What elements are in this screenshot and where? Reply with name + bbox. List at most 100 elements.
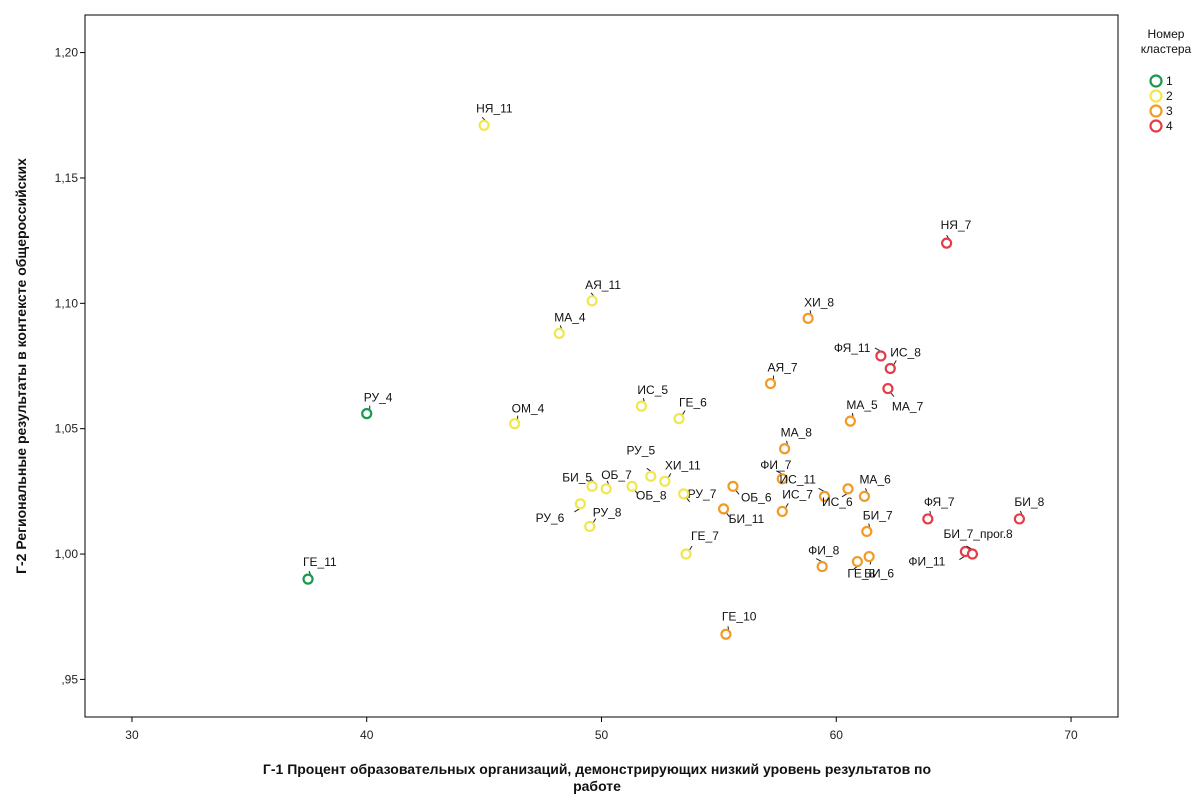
point-label: АЯ_7 <box>768 361 798 375</box>
point-label: ИС_5 <box>637 383 668 397</box>
point-label: БИ_6 <box>864 567 894 581</box>
point-label: ХИ_11 <box>665 458 701 472</box>
data-point <box>478 119 490 131</box>
legend-marker <box>1149 119 1163 133</box>
point-label: РУ_4 <box>364 391 393 405</box>
legend-marker <box>1149 74 1163 88</box>
point-label: БИ_7_прог.8 <box>943 527 1013 541</box>
legend-marker <box>1149 89 1163 103</box>
legend-label: 2 <box>1166 89 1173 103</box>
data-point <box>584 520 596 533</box>
data-point <box>875 350 887 362</box>
point-label: ФИ_11 <box>908 555 945 569</box>
data-point <box>553 327 565 340</box>
plot-frame <box>84 14 1119 718</box>
point-label: ОМ_4 <box>512 402 545 416</box>
data-point <box>851 555 864 568</box>
point-label: НЯ_11 <box>476 101 513 115</box>
x-tick-label: 60 <box>830 728 844 742</box>
y-axis-ticks: ,95 1,00 1,05 1,10 1,15 1,20 <box>55 46 85 686</box>
point-label: МА_5 <box>846 398 878 412</box>
point-label: РУ_8 <box>593 505 622 519</box>
point-label: ОБ_8 <box>636 488 667 502</box>
data-point <box>776 505 788 518</box>
data-point <box>764 377 777 390</box>
point-label: МА_8 <box>781 426 813 440</box>
point-label: РУ_7 <box>688 487 717 501</box>
data-point <box>884 362 896 375</box>
point-label: ФЯ_11 <box>834 341 871 355</box>
y-axis-title: Г-2 Региональные результаты в контексте … <box>13 158 29 574</box>
point-label: ИС_7 <box>782 487 813 501</box>
data-point <box>922 513 934 525</box>
data-point <box>816 560 828 573</box>
x-axis-ticks: 30 40 50 60 70 <box>125 717 1078 742</box>
point-label: БИ_11 <box>729 512 765 526</box>
data-point <box>941 237 953 249</box>
point-label: ОБ_6 <box>741 490 772 504</box>
point-label: ГЕ_11 <box>303 555 337 569</box>
data-point <box>302 573 314 585</box>
point-label: РУ_5 <box>626 443 655 457</box>
data-point <box>858 490 871 502</box>
data-point <box>818 490 831 502</box>
point-label: ОБ_7 <box>601 468 632 482</box>
data-point <box>717 503 730 515</box>
data-point <box>966 548 979 560</box>
point-label: МА_7 <box>892 400 924 414</box>
x-axis-title-line-1: Г-1 Процент образовательных организаций,… <box>263 761 931 777</box>
legend-title-line-1: Номер <box>1148 27 1185 41</box>
y-tick-label: 1,00 <box>55 547 79 561</box>
data-point <box>863 550 875 563</box>
data-point <box>678 488 690 500</box>
legend-marker <box>1149 104 1163 118</box>
point-label: РУ_6 <box>536 511 565 525</box>
data-point <box>626 480 638 492</box>
point-label: ИС_8 <box>890 346 921 360</box>
point-label: ФИ_8 <box>808 544 839 558</box>
x-tick-label: 30 <box>125 728 139 742</box>
point-label: ФЯ_7 <box>924 495 955 509</box>
y-tick-label: 1,10 <box>55 296 79 310</box>
x-tick-label: 50 <box>595 728 609 742</box>
x-axis-title-line-2: работе <box>573 778 621 794</box>
data-point <box>776 473 788 485</box>
point-label: ИС_11 <box>780 472 817 486</box>
point-label: МА_6 <box>859 472 891 486</box>
legend-label: 1 <box>1166 74 1173 88</box>
legend-title-line-2: кластера <box>1141 42 1192 56</box>
data-point <box>574 498 586 510</box>
x-tick-label: 70 <box>1064 728 1078 742</box>
legend-label: 4 <box>1166 119 1173 133</box>
data-point <box>361 408 373 420</box>
data-point <box>673 413 685 425</box>
point-label: ГЕ_6 <box>679 396 707 410</box>
data-point <box>861 525 873 538</box>
data-point <box>720 628 732 640</box>
data-point <box>659 475 671 487</box>
data-point <box>842 483 854 495</box>
data-point <box>1013 513 1025 525</box>
data-point <box>645 470 657 482</box>
data-point <box>779 443 791 455</box>
point-label: БИ_7 <box>863 508 893 522</box>
data-point <box>600 483 612 495</box>
point-label: ГЕ_10 <box>722 609 757 623</box>
y-tick-label: 1,20 <box>55 46 79 60</box>
data-point <box>509 418 521 430</box>
point-label: БИ_8 <box>1014 495 1044 509</box>
y-tick-label: 1,05 <box>55 422 79 436</box>
data-point <box>586 295 598 307</box>
data-point <box>727 480 739 492</box>
point-label: ГЕ_8 <box>847 567 875 581</box>
point-label: ГЕ_7 <box>691 529 719 543</box>
legend-label: 3 <box>1166 104 1173 118</box>
data-point <box>882 382 894 395</box>
point-label: МА_4 <box>554 310 586 324</box>
point-label: ХИ_8 <box>804 295 834 309</box>
y-tick-label: 1,15 <box>55 171 79 185</box>
data-points: ГЕ_11 РУ_4 НЯ_11 ОМ_4 МА_4 АЯ_11 РУ_6 БИ_5 ОБ_7 Р… <box>302 101 1045 640</box>
